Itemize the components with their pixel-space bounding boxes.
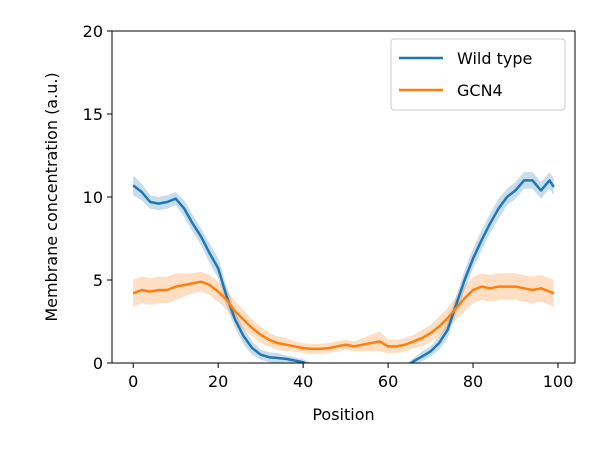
x-axis: 0 20 40 60 80 100 xyxy=(128,363,573,391)
x-tick-label: 100 xyxy=(543,372,574,391)
y-tick-label: 5 xyxy=(93,271,103,290)
y-tick-label: 10 xyxy=(83,188,103,207)
line-wild-type xyxy=(132,179,555,363)
x-tick-label: 80 xyxy=(463,372,483,391)
legend-label-wild-type: Wild type xyxy=(457,49,532,68)
band-gcn4 xyxy=(133,271,554,354)
line-gcn4 xyxy=(132,280,555,351)
x-axis-title: Position xyxy=(312,405,374,424)
x-tick-label: 20 xyxy=(208,372,228,391)
y-axis: 0 5 10 15 20 xyxy=(83,22,112,373)
y-tick-label: 15 xyxy=(83,105,103,124)
series-lines xyxy=(132,179,555,363)
y-tick-label: 0 xyxy=(93,354,103,373)
x-tick-label: 60 xyxy=(378,372,398,391)
x-tick-label: 40 xyxy=(293,372,313,391)
y-tick-label: 20 xyxy=(83,22,103,41)
x-tick-label: 0 xyxy=(128,372,138,391)
legend: Wild type GCN4 xyxy=(390,38,566,111)
y-axis-title: Membrane concentration (a.u.) xyxy=(42,72,61,321)
legend-label-gcn4: GCN4 xyxy=(457,81,503,100)
